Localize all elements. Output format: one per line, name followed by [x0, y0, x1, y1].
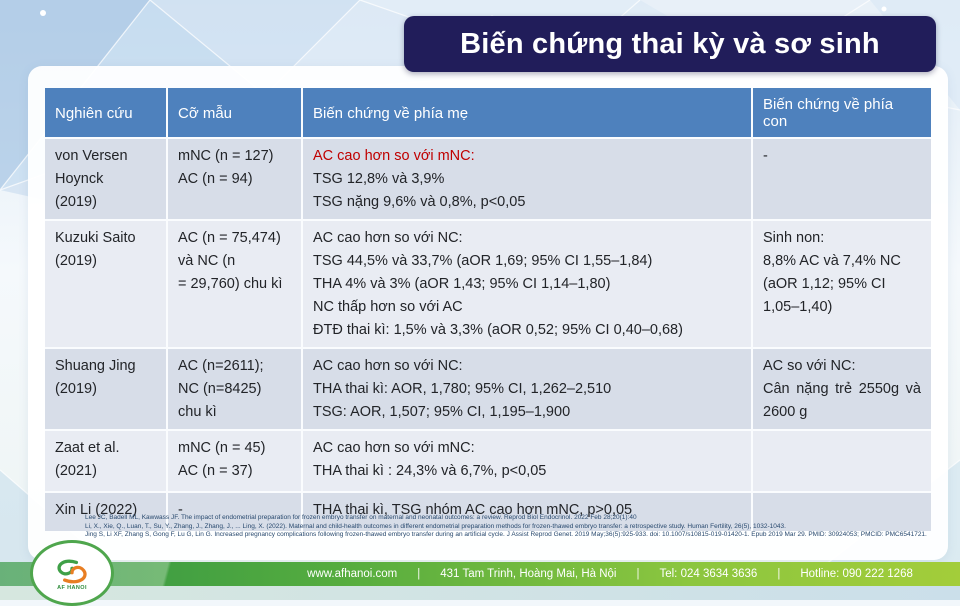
- table-row: Kuzuki Saito (2019) AC (n = 75,474) và NC (…: [45, 219, 931, 347]
- cell-study: Zaat et al. (2021): [45, 431, 168, 491]
- cell-line: = 29,760) chu kì: [178, 276, 283, 292]
- af-hanoi-logo: AF HANOI: [30, 540, 114, 606]
- cell-line: AC (n = 94): [178, 171, 253, 187]
- cell-line: NC thấp hơn so với AC: [313, 299, 463, 315]
- cell-study: von Versen Hoynck (2019): [45, 139, 168, 219]
- table-row: Xin Li (2022) - THA thai kì, TSG nhóm AC c…: [45, 491, 931, 531]
- cell-line: AC cao hơn so với mNC:: [313, 148, 475, 164]
- cell-neonatal: [753, 431, 931, 491]
- cell-line: THA 4% và 3% (aOR 1,43; 95% CI 1,14–1,80…: [313, 276, 611, 292]
- footer-separator: |: [777, 568, 781, 580]
- cell-line: Shuang Jing: [55, 358, 136, 374]
- cell-line: (2021): [55, 463, 97, 479]
- cell-line: AC cao hơn so với NC:: [313, 358, 463, 374]
- footer-items: www.afhanoi.com | 431 Tam Trinh, Hoàng M…: [307, 562, 913, 586]
- table-header-row: Nghiên cứu Cỡ mẫu Biến chứng về phía mẹ …: [45, 88, 931, 137]
- footer-bar: www.afhanoi.com | 431 Tam Trinh, Hoàng M…: [0, 562, 960, 586]
- cell-line: TSG: AOR, 1,507; 95% CI, 1,195–1,900: [313, 404, 571, 420]
- cell-line: AC cao hơn so với mNC:: [313, 440, 475, 456]
- cell-neonatal: Sinh non: 8,8% AC và 7,4% NC (aOR 1,12; 9…: [753, 221, 931, 347]
- cell-line: AC cao hơn so với NC:: [313, 230, 463, 246]
- column-header-study: Nghiên cứu: [45, 88, 168, 137]
- cell-line: Hoynck: [55, 171, 104, 187]
- cell-maternal: AC cao hơn so với NC: THA thai kì: AOR, 1…: [303, 349, 753, 429]
- references-block: Lee JC, Badell ML, Kawwass JF. The impac…: [85, 514, 947, 540]
- cell-maternal: AC cao hơn so với mNC: THA thai kì : 24,3…: [303, 431, 753, 491]
- reference-line: Li, X., Xie, Q., Luan, T., Su, Y., Zhang…: [85, 522, 786, 530]
- cell-line: -: [763, 148, 768, 164]
- reference-line: Lee JC, Badell ML, Kawwass JF. The impac…: [85, 514, 637, 521]
- cell-line: THA thai kì, TSG nhóm AC cao hơn mNC, p>…: [313, 502, 633, 518]
- cell-line: AC (n=2611);: [178, 358, 264, 374]
- cell-line: Xin Li (2022): [55, 502, 138, 518]
- cell-line: ĐTĐ thai kì: 1,5% và 3,3% (aOR 0,52; 95%…: [313, 322, 683, 338]
- table-row: von Versen Hoynck (2019) mNC (n = 127) AC (n…: [45, 137, 931, 219]
- footer-tel: Tel: 024 3634 3636: [659, 568, 758, 580]
- table-body: von Versen Hoynck (2019) mNC (n = 127) AC (n…: [45, 137, 931, 531]
- cell-sample: mNC (n = 127) AC (n = 94): [168, 139, 303, 219]
- cell-line: von Versen: [55, 148, 128, 164]
- cell-line: (2019): [55, 381, 97, 397]
- cell-study: Kuzuki Saito (2019): [45, 221, 168, 347]
- footer-separator: |: [417, 568, 421, 580]
- cell-neonatal: [753, 493, 931, 531]
- footer-hotline: Hotline: 090 222 1268: [800, 568, 913, 580]
- cell-line: mNC (n = 127): [178, 148, 274, 164]
- cell-line: (2019): [55, 253, 97, 269]
- cell-maternal: THA thai kì, TSG nhóm AC cao hơn mNC, p>…: [303, 493, 753, 531]
- page-title: Biến chứng thai kỳ và sơ sinh: [460, 27, 880, 60]
- cell-line: Sinh non:: [763, 230, 825, 246]
- table-row: Shuang Jing (2019) AC (n=2611); NC (n=8425)…: [45, 347, 931, 429]
- cell-line: chu kì: [178, 404, 217, 420]
- column-header-maternal: Biến chứng về phía mẹ: [303, 88, 753, 137]
- footer-address: 431 Tam Trinh, Hoàng Mai, Hà Nội: [440, 568, 617, 580]
- footer-website: www.afhanoi.com: [307, 568, 398, 580]
- footer-separator: |: [636, 568, 640, 580]
- cell-line: 8,8% AC và 7,4% NC (aOR 1,12; 95% CI 1,0…: [763, 253, 901, 315]
- bottom-strip: [0, 586, 960, 600]
- cell-line: Kuzuki Saito: [55, 230, 136, 246]
- cell-line: TSG 44,5% và 33,7% (aOR 1,69; 95% CI 1,5…: [313, 253, 653, 269]
- cell-line: Zaat et al.: [55, 440, 120, 456]
- cell-sample: -: [168, 493, 303, 531]
- reference-line: Jing S, Li XF, Zhang S, Gong F, Lu G, Li…: [85, 531, 927, 538]
- table-row: Zaat et al. (2021) mNC (n = 45) AC (n = 37)…: [45, 429, 931, 491]
- cell-line: Cân nặng trẻ 2550g và 2600 g: [763, 381, 921, 420]
- cell-line: TSG 12,8% và 3,9%: [313, 171, 445, 187]
- cell-study: Shuang Jing (2019): [45, 349, 168, 429]
- cell-sample: mNC (n = 45) AC (n = 37): [168, 431, 303, 491]
- cell-maternal: AC cao hơn so với mNC: TSG 12,8% và 3,9% T…: [303, 139, 753, 219]
- logo-text: AF HANOI: [57, 585, 87, 591]
- logo-swirl-icon: [57, 559, 87, 584]
- cell-neonatal: AC so với NC: Cân nặng trẻ 2550g và 2600 …: [753, 349, 931, 429]
- cell-line: NC (n=8425): [178, 381, 262, 397]
- cell-line: AC (n = 37): [178, 463, 253, 479]
- cell-line: TSG nặng 9,6% và 0,8%, p<0,05: [313, 194, 526, 210]
- cell-line: AC (n = 75,474): [178, 230, 281, 246]
- column-header-neonatal: Biến chứng về phía con: [753, 88, 931, 137]
- cell-sample: AC (n = 75,474) và NC (n = 29,760) chu kì: [168, 221, 303, 347]
- cell-maternal: AC cao hơn so với NC: TSG 44,5% và 33,7% …: [303, 221, 753, 347]
- cell-line: AC so với NC:: [763, 358, 856, 374]
- cell-sample: AC (n=2611); NC (n=8425) chu kì: [168, 349, 303, 429]
- title-banner: Biến chứng thai kỳ và sơ sinh: [404, 16, 936, 72]
- cell-line: THA thai kì: AOR, 1,780; 95% CI, 1,262–2…: [313, 381, 612, 397]
- cell-neonatal: -: [753, 139, 931, 219]
- cell-line: -: [178, 502, 183, 518]
- cell-line: và NC (n: [178, 253, 236, 269]
- cell-line: THA thai kì : 24,3% và 6,7%, p<0,05: [313, 463, 547, 479]
- column-header-sample: Cỡ mẫu: [168, 88, 303, 137]
- complications-table: Nghiên cứu Cỡ mẫu Biến chứng về phía mẹ …: [45, 88, 931, 531]
- cell-line: mNC (n = 45): [178, 440, 266, 456]
- cell-study: Xin Li (2022): [45, 493, 168, 531]
- cell-line: (2019): [55, 194, 97, 210]
